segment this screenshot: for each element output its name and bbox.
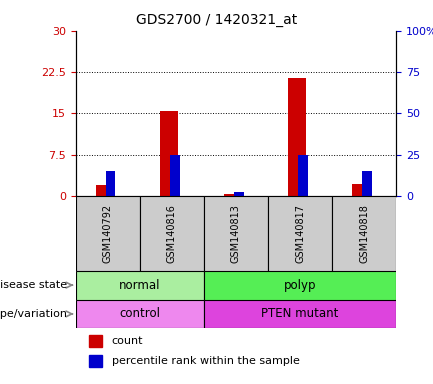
Bar bbox=[76, 271, 204, 300]
Bar bbox=[170, 155, 180, 196]
Bar bbox=[362, 171, 372, 196]
Text: GDS2700 / 1420321_at: GDS2700 / 1420321_at bbox=[136, 13, 297, 27]
Bar bbox=[76, 196, 140, 271]
Bar bbox=[204, 300, 396, 328]
Text: count: count bbox=[112, 336, 143, 346]
Bar bbox=[352, 184, 371, 196]
Text: normal: normal bbox=[119, 279, 161, 291]
Text: GSM140818: GSM140818 bbox=[359, 204, 369, 263]
Bar bbox=[106, 171, 116, 196]
Bar bbox=[332, 196, 396, 271]
Bar bbox=[204, 196, 268, 271]
Text: polyp: polyp bbox=[284, 279, 317, 291]
Bar bbox=[89, 355, 102, 367]
Bar bbox=[204, 271, 396, 300]
Text: PTEN mutant: PTEN mutant bbox=[262, 308, 339, 320]
Bar bbox=[288, 78, 307, 196]
Bar bbox=[268, 196, 332, 271]
Bar bbox=[224, 194, 242, 196]
Bar bbox=[89, 334, 102, 347]
Bar bbox=[76, 300, 204, 328]
Bar bbox=[298, 155, 308, 196]
Bar bbox=[234, 192, 244, 196]
Text: genotype/variation: genotype/variation bbox=[0, 309, 67, 319]
Bar bbox=[96, 185, 114, 196]
Text: GSM140813: GSM140813 bbox=[231, 204, 241, 263]
Text: disease state: disease state bbox=[0, 280, 67, 290]
Bar bbox=[140, 196, 204, 271]
Text: control: control bbox=[120, 308, 160, 320]
Text: GSM140792: GSM140792 bbox=[103, 204, 113, 263]
Text: GSM140817: GSM140817 bbox=[295, 204, 305, 263]
Bar bbox=[160, 111, 178, 196]
Text: GSM140816: GSM140816 bbox=[167, 204, 177, 263]
Text: percentile rank within the sample: percentile rank within the sample bbox=[112, 356, 300, 366]
